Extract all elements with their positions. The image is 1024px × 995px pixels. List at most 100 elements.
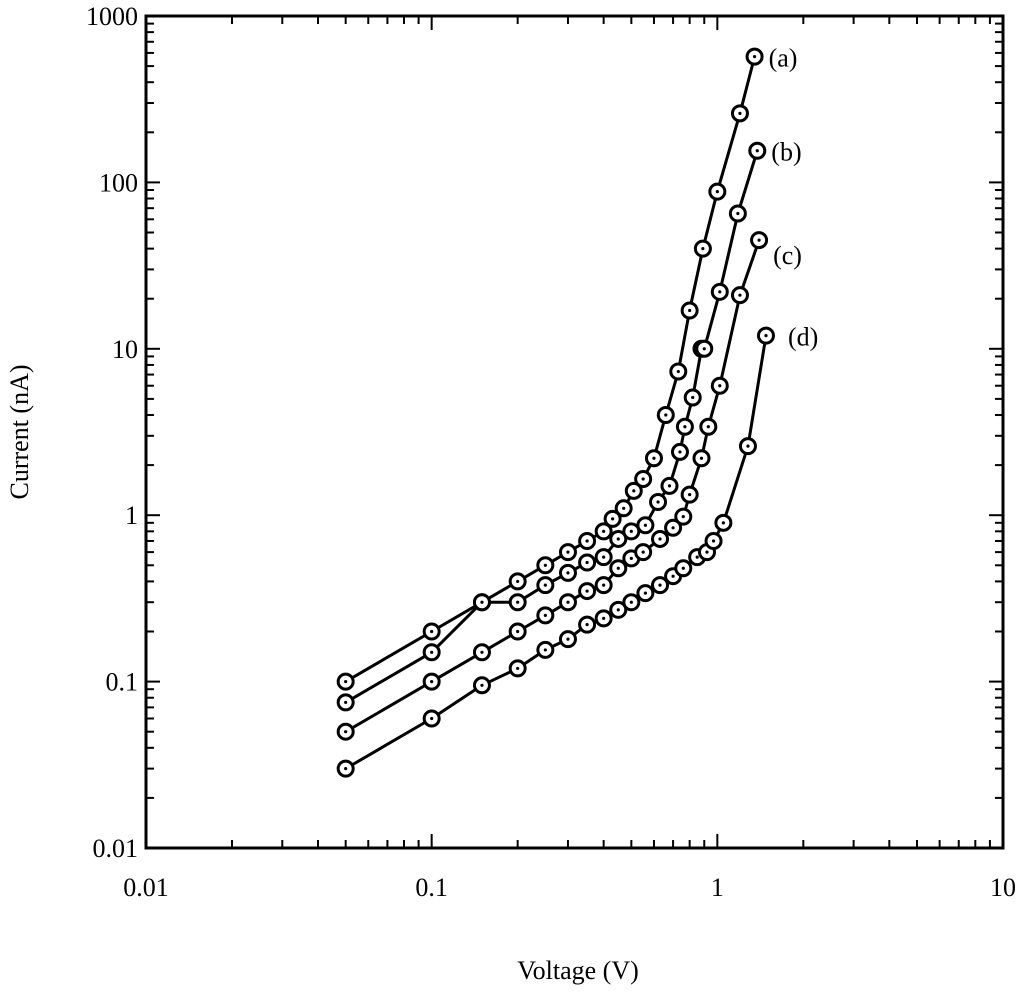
data-point-dot (695, 555, 699, 559)
data-point-dot (738, 293, 742, 297)
data-point-dot (344, 700, 348, 704)
data-point-dot (516, 629, 520, 634)
data-point-dot (764, 334, 768, 338)
data-point-dot (585, 589, 589, 593)
data-point-dot (566, 550, 570, 554)
data-point-dot (629, 529, 633, 533)
data-point-dot (543, 583, 547, 587)
data-point-dot (616, 537, 620, 541)
x-tick-label: 0.1 (415, 873, 448, 902)
x-tick-label: 0.01 (123, 873, 169, 902)
data-point-dot (516, 666, 520, 671)
data-point-dot (585, 560, 589, 565)
data-point-dot (622, 506, 626, 510)
data-point-dot (629, 556, 633, 561)
data-point-dot (652, 456, 656, 460)
axis-ticks (146, 16, 1003, 848)
data-point-dot (658, 583, 662, 587)
data-point-dot (702, 347, 706, 351)
data-point-dot (718, 290, 722, 294)
data-point-dot (641, 477, 645, 481)
data-point-dot (658, 537, 662, 541)
data-point-dot (585, 539, 589, 543)
series-lines (344, 56, 768, 770)
data-point-dot (688, 492, 692, 497)
data-point-dot (344, 767, 348, 771)
data-point-dot (543, 648, 547, 652)
y-tick-label: 1000 (86, 2, 138, 31)
data-point-dot (602, 616, 606, 620)
data-point-dot (480, 683, 484, 687)
data-point-dot (683, 425, 687, 429)
data-point-dot (516, 579, 520, 584)
data-point-dot (738, 111, 742, 115)
data-point-dot (688, 308, 692, 313)
data-point-dot (430, 716, 434, 721)
data-point-dot (480, 600, 484, 604)
data-point-dot (676, 369, 680, 374)
data-point-dot (711, 539, 716, 543)
series-labels: (a) (b) (c) (d) (769, 44, 819, 352)
data-point-dot (516, 600, 520, 604)
data-point-dot (691, 395, 695, 400)
data-point-dot (643, 523, 647, 527)
y-tick-label: 100 (99, 168, 138, 197)
data-point-dot (585, 623, 589, 627)
y-tick-label: 0.1 (106, 668, 139, 697)
data-point-dot (757, 238, 761, 242)
data-point-dot (480, 650, 484, 654)
data-point-dot (566, 600, 570, 604)
data-point-dot (616, 608, 620, 612)
plot-frame (144, 14, 1005, 850)
data-point-dot (752, 55, 757, 59)
data-point-dot (641, 550, 645, 554)
data-point-dot (344, 730, 348, 734)
data-point-dot (715, 190, 719, 194)
data-point-dot (643, 591, 647, 595)
data-point-dot (755, 149, 759, 153)
data-point-dot (629, 600, 633, 604)
data-point-dot (430, 680, 434, 684)
data-point-dot (616, 566, 620, 570)
data-point-dot (671, 574, 675, 578)
data-point-dot (681, 566, 685, 570)
data-point-dot (701, 247, 705, 251)
series-markers (336, 47, 775, 778)
data-point-dot (543, 563, 547, 567)
data-point-dot (430, 650, 434, 654)
data-point-dot (566, 637, 570, 641)
data-point-dot (602, 529, 606, 533)
data-point-dot (699, 456, 704, 460)
y-tick-label: 10 (112, 335, 138, 364)
data-point-dot (611, 517, 615, 521)
axis-tick-labels: 0.01 0.1 1 10 0.01 0.1 1 10 100 1000 (86, 2, 1016, 902)
y-tick-label: 1 (125, 501, 138, 530)
data-point-dot (671, 526, 675, 530)
data-point-dot (602, 583, 606, 587)
series-label: (a) (769, 44, 798, 73)
data-point-dot (681, 515, 685, 519)
data-point-dot (746, 444, 750, 448)
series-label: (b) (771, 138, 801, 167)
data-point-dot (718, 384, 722, 388)
series-label: (d) (788, 323, 818, 352)
data-point-dot (566, 571, 570, 575)
data-point-dot (721, 521, 725, 525)
y-axis-label: Current (nA) (5, 364, 34, 499)
x-tick-label: 1 (711, 873, 724, 902)
data-point-dot (664, 413, 668, 417)
x-axis-label: Voltage (V) (517, 956, 639, 985)
series-label: (c) (773, 241, 802, 270)
data-point-dot (667, 484, 672, 488)
data-point-dot (678, 450, 682, 454)
data-point-dot (602, 555, 606, 559)
x-tick-label: 10 (990, 873, 1016, 902)
data-point-dot (430, 629, 434, 634)
data-point-dot (656, 500, 660, 504)
data-point-dot (344, 680, 348, 684)
data-point-dot (736, 211, 740, 216)
data-point-dot (705, 550, 709, 554)
data-point-dot (706, 425, 710, 429)
data-point-dot (632, 489, 636, 493)
